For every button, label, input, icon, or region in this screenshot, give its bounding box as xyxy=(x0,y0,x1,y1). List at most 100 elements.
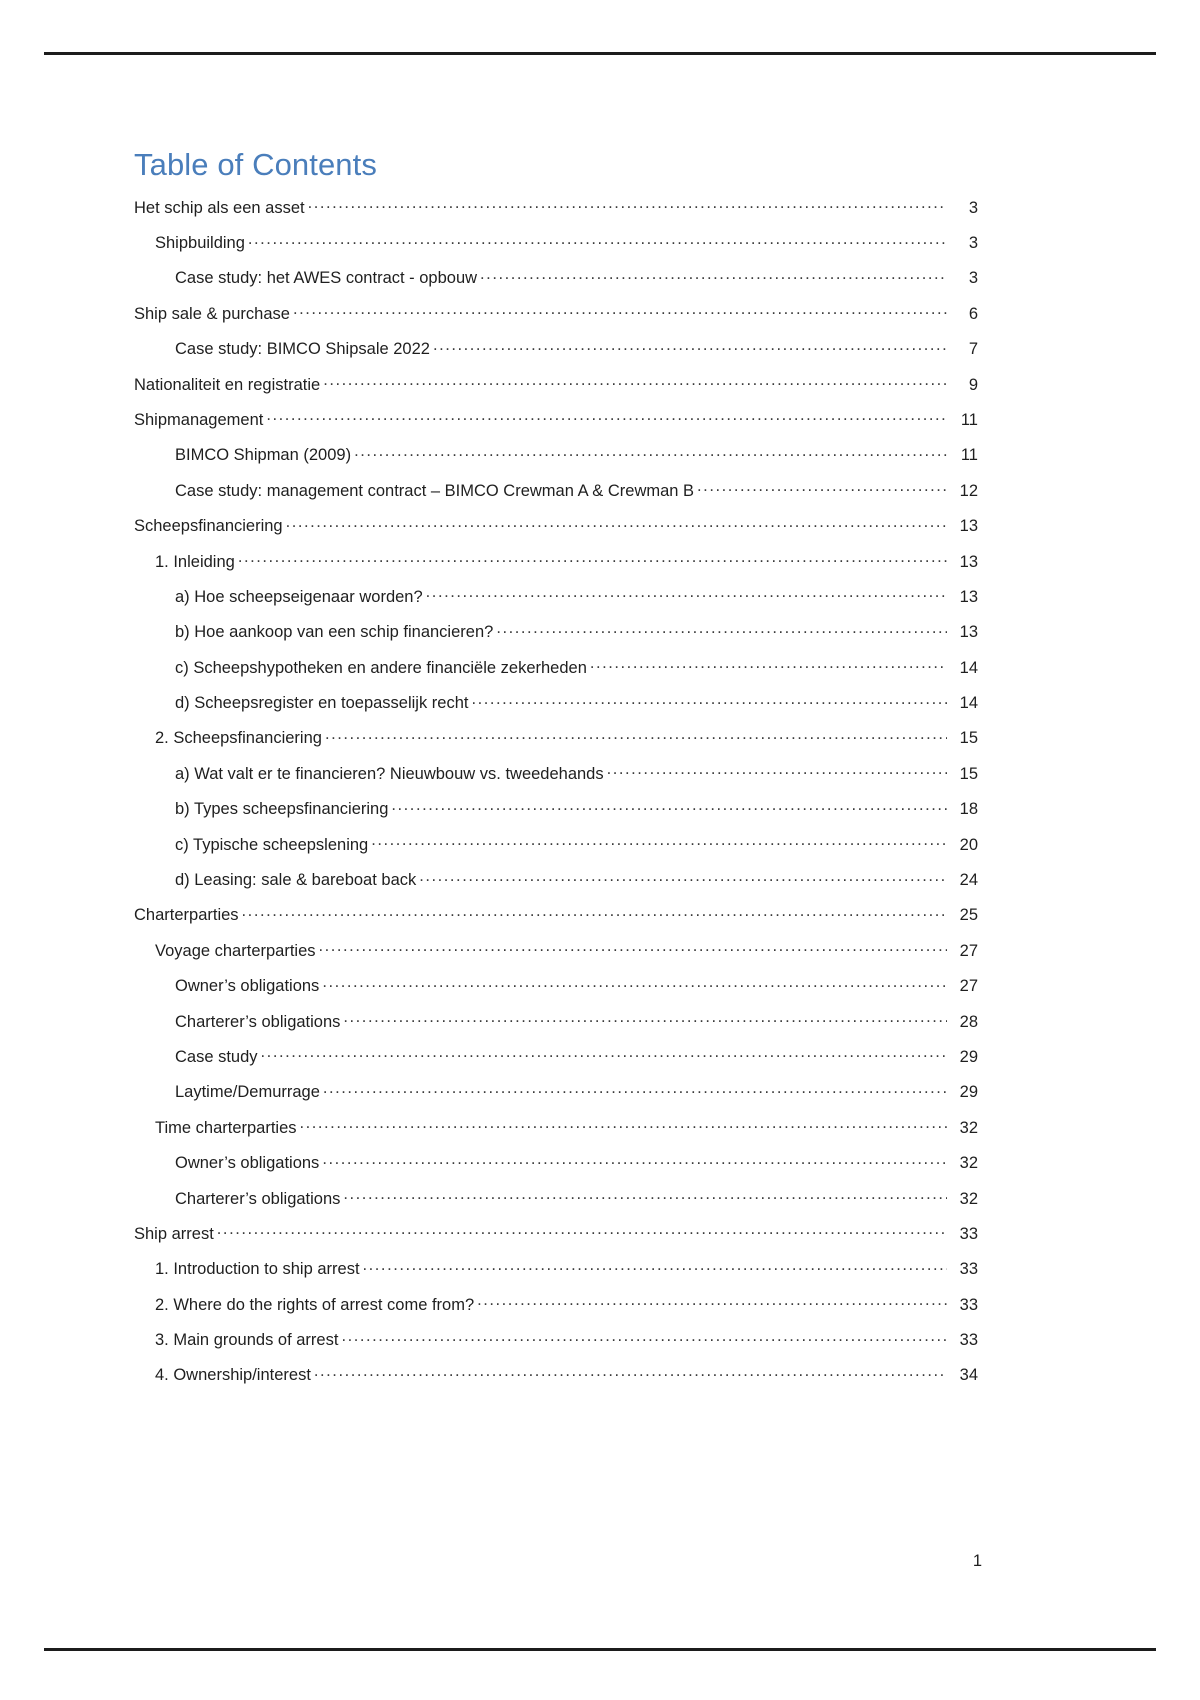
toc-entry-label: c) Typische scheepslening xyxy=(175,835,369,854)
toc-entry-page-number: 34 xyxy=(959,1366,978,1385)
toc-entry-page-number: 13 xyxy=(959,587,978,606)
toc-entry[interactable]: 1. Inleiding 13 xyxy=(134,550,978,585)
toc-entry-page-number: 20 xyxy=(959,835,978,854)
toc-entry[interactable]: 2. Scheepsfinanciering 15 xyxy=(134,727,978,762)
toc-entry[interactable]: Case study: het AWES contract - opbouw 3 xyxy=(134,267,978,302)
toc-entry-label: Het schip als een asset xyxy=(134,198,305,217)
toc-entry-page-number: 18 xyxy=(959,800,978,819)
toc-entry[interactable]: Charterparties 25 xyxy=(134,904,978,939)
toc-entry-label: Shipmanagement xyxy=(134,410,264,429)
toc-entry[interactable]: d) Scheepsregister en toepasselijk recht… xyxy=(134,692,978,727)
toc-entry[interactable]: Scheepsfinanciering 13 xyxy=(134,515,978,550)
toc-entry-page-number: 32 xyxy=(959,1189,978,1208)
toc-entry[interactable]: Ship arrest 33 xyxy=(134,1222,978,1257)
toc-entry-label: Case study xyxy=(175,1047,258,1066)
toc-entry-page-number: 14 xyxy=(959,658,978,677)
toc-entry[interactable]: 2. Where do the rights of arrest come fr… xyxy=(134,1293,978,1328)
toc-entry[interactable]: c) Scheepshypotheken en andere financiël… xyxy=(134,656,978,691)
page-title: Table of Contents xyxy=(134,147,377,182)
toc-entry-label: Case study: BIMCO Shipsale 2022 xyxy=(175,340,430,359)
toc-leader-dots xyxy=(496,621,947,638)
toc-entry[interactable]: Time charterparties 32 xyxy=(134,1116,978,1151)
toc-leader-dots xyxy=(590,656,947,673)
toc-entry[interactable]: 4. Ownership/interest 34 xyxy=(134,1364,978,1399)
toc-entry[interactable]: Case study 29 xyxy=(134,1045,978,1080)
toc-entry-label: 4. Ownership/interest xyxy=(155,1366,311,1385)
toc-leader-dots xyxy=(322,1152,947,1169)
toc-entry-page-number: 11 xyxy=(960,410,978,429)
toc-leader-dots xyxy=(472,692,948,709)
toc-leader-dots xyxy=(354,444,947,461)
toc-entry[interactable]: Case study: management contract – BIMCO … xyxy=(134,479,978,514)
toc-leader-dots xyxy=(217,1222,947,1239)
toc-entry[interactable]: a) Wat valt er te financieren? Nieuwbouw… xyxy=(134,762,978,797)
toc-entry-page-number: 13 xyxy=(959,623,978,642)
toc-entry[interactable]: Ship sale & purchase 6 xyxy=(134,302,978,337)
toc-entry-label: Scheepsfinanciering xyxy=(134,517,283,536)
toc-leader-dots xyxy=(300,1116,947,1133)
toc-entry-label: Laytime/Demurrage xyxy=(175,1083,320,1102)
toc-entry[interactable]: Charterer’s obligations 32 xyxy=(134,1187,978,1222)
toc-entry-label: Time charterparties xyxy=(155,1118,297,1137)
toc-entry-label: b) Hoe aankoop van een schip financieren… xyxy=(175,623,494,642)
toc-entry-page-number: 27 xyxy=(959,977,978,996)
toc-entry-label: Shipbuilding xyxy=(155,233,245,252)
toc-entry-label: Ship sale & purchase xyxy=(134,304,290,323)
toc-leader-dots xyxy=(426,585,947,602)
toc-entry-label: 1. Inleiding xyxy=(155,552,235,571)
toc-leader-dots xyxy=(323,373,947,390)
toc-leader-dots xyxy=(325,727,947,744)
toc-entry[interactable]: Case study: BIMCO Shipsale 2022 7 xyxy=(134,338,978,373)
toc-leader-dots xyxy=(293,302,947,319)
toc-entry-page-number: 15 xyxy=(959,764,978,783)
toc-entry-label: Case study: management contract – BIMCO … xyxy=(175,481,695,500)
toc-entry-page-number: 33 xyxy=(959,1331,978,1350)
toc-entry[interactable]: 1. Introduction to ship arrest 33 xyxy=(134,1258,978,1293)
toc-entry[interactable]: 3. Main grounds of arrest 33 xyxy=(134,1329,978,1364)
footer-page-number: 1 xyxy=(972,1552,982,1570)
toc-leader-dots xyxy=(314,1364,947,1381)
toc-entry[interactable]: Charterer’s obligations 28 xyxy=(134,1010,978,1045)
toc-entry[interactable]: d) Leasing: sale & bareboat back 24 xyxy=(134,869,978,904)
toc-entry-page-number: 29 xyxy=(959,1083,978,1102)
toc-entry-page-number: 3 xyxy=(968,269,978,288)
toc-entry-label: Owner’s obligations xyxy=(175,1154,320,1173)
toc-entry-label: BIMCO Shipman (2009) xyxy=(175,446,352,465)
toc-entry-label: 1. Introduction to ship arrest xyxy=(155,1260,360,1279)
toc-entry[interactable]: c) Typische scheepslening 20 xyxy=(134,833,978,868)
toc-entry-page-number: 12 xyxy=(959,481,978,500)
toc-entry[interactable]: a) Hoe scheepseigenaar worden? 13 xyxy=(134,585,978,620)
toc-entry[interactable]: Laytime/Demurrage 29 xyxy=(134,1081,978,1116)
toc-entry-page-number: 6 xyxy=(968,304,978,323)
toc-entry[interactable]: BIMCO Shipman (2009) 11 xyxy=(134,444,978,479)
toc-entry-page-number: 13 xyxy=(959,517,978,536)
toc-entry[interactable]: Shipbuilding 3 xyxy=(134,231,978,266)
toc-entry-page-number: 15 xyxy=(959,729,978,748)
toc-entry[interactable]: Het schip als een asset 3 xyxy=(134,196,978,231)
toc-entry-page-number: 7 xyxy=(968,340,978,359)
toc-entry-page-number: 13 xyxy=(959,552,978,571)
toc-leader-dots xyxy=(607,762,947,779)
toc-leader-dots xyxy=(319,939,947,956)
toc-entry-page-number: 33 xyxy=(959,1295,978,1314)
toc-leader-dots xyxy=(391,798,947,815)
toc-entry[interactable]: Owner’s obligations 32 xyxy=(134,1152,978,1187)
toc-container: Table of Contents Het schip als een asse… xyxy=(134,147,978,1399)
toc-entry-page-number: 11 xyxy=(960,446,978,465)
toc-entry[interactable]: Nationaliteit en registratie 9 xyxy=(134,373,978,408)
toc-entry[interactable]: Voyage charterparties 27 xyxy=(134,939,978,974)
toc-entry-label: d) Leasing: sale & bareboat back xyxy=(175,871,417,890)
toc-entry-page-number: 29 xyxy=(959,1047,978,1066)
toc-entry[interactable]: Shipmanagement 11 xyxy=(134,408,978,443)
toc-entry-label: a) Wat valt er te financieren? Nieuwbouw… xyxy=(175,764,604,783)
toc-entry-label: 3. Main grounds of arrest xyxy=(155,1331,339,1350)
toc-entry[interactable]: Owner’s obligations 27 xyxy=(134,975,978,1010)
toc-entry-page-number: 9 xyxy=(968,375,978,394)
toc-leader-dots xyxy=(480,267,947,284)
toc-entry-label: Voyage charterparties xyxy=(155,941,316,960)
toc-entry[interactable]: b) Hoe aankoop van een schip financieren… xyxy=(134,621,978,656)
toc-leader-dots xyxy=(242,904,947,921)
toc-entry-label: Charterer’s obligations xyxy=(175,1189,341,1208)
toc-entry[interactable]: b) Types scheepsfinanciering 18 xyxy=(134,798,978,833)
toc-leader-dots xyxy=(697,479,947,496)
